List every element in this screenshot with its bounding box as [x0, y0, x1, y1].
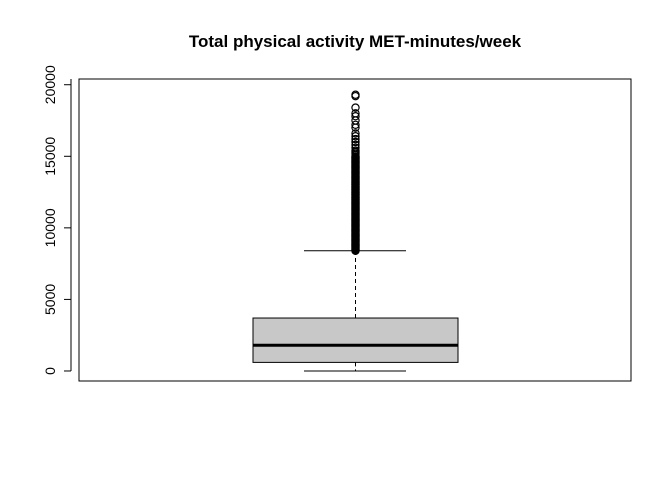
outlier-point	[351, 137, 360, 147]
y-axis-ticks: 0 5000 10000 15000 20000	[42, 65, 71, 375]
y-tick-label: 10000	[42, 208, 58, 247]
chart-title: Total physical activity MET-minutes/week	[189, 32, 522, 51]
outlier-points	[351, 90, 360, 255]
y-tick-label: 5000	[42, 284, 58, 315]
y-tick-label: 15000	[42, 137, 58, 176]
outlier-point	[351, 90, 360, 99]
box-group	[252, 250, 459, 372]
outlier-point	[351, 103, 360, 112]
outlier-point	[351, 134, 360, 144]
outlier-point	[351, 129, 360, 138]
outlier-point	[351, 146, 360, 155]
y-tick-label: 0	[42, 367, 58, 375]
outlier-point	[351, 132, 360, 141]
outlier-point	[351, 120, 360, 130]
y-tick-label: 20000	[42, 65, 58, 104]
outlier-point	[351, 143, 360, 152]
plot-frame	[78, 78, 632, 382]
outlier-point	[351, 109, 360, 118]
outlier-point	[351, 140, 360, 150]
interquartile-box	[252, 317, 459, 363]
outlier-point	[351, 112, 360, 121]
